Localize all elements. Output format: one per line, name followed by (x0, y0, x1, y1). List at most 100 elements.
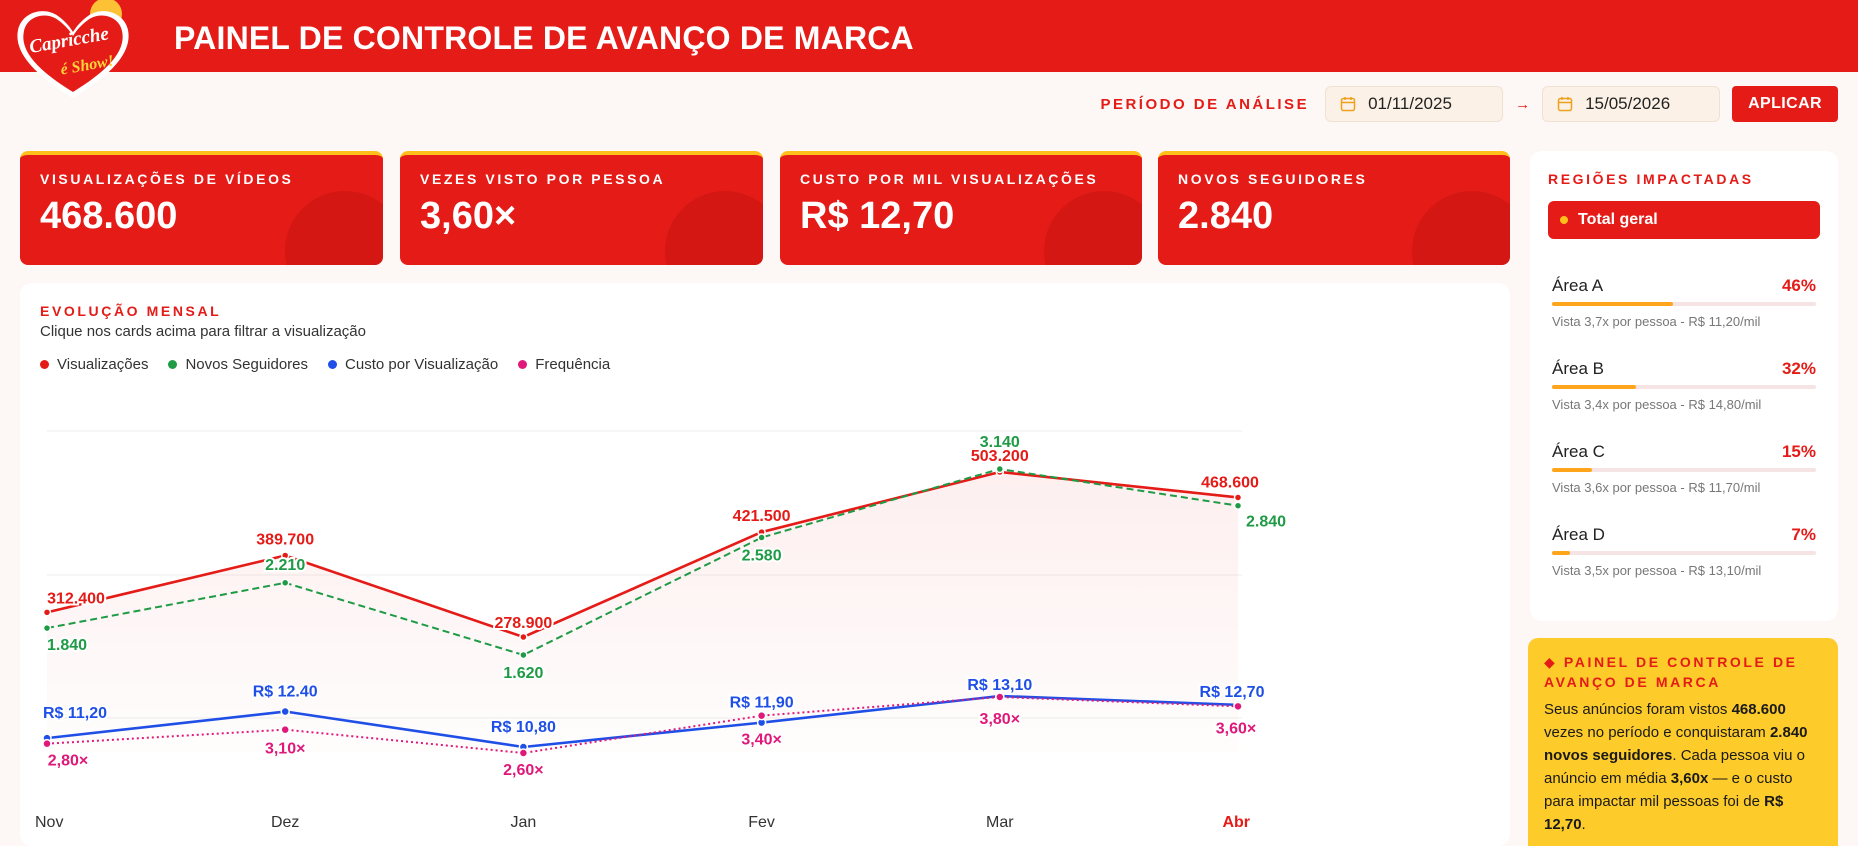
legend-dot (168, 360, 178, 369)
data-label: R$ 13,10 (967, 677, 1032, 694)
card-decoration (1044, 191, 1142, 265)
region-item-a[interactable]: Área A 46% Vista 3,7x por pessoa - R$ 11… (1552, 276, 1816, 346)
data-point (42, 608, 52, 617)
apply-button[interactable]: APLICAR (1732, 86, 1838, 122)
bullet-icon (1560, 216, 1568, 224)
kpi-value: R$ 12,70 (800, 195, 955, 237)
data-label: 1.620 (503, 665, 543, 682)
legend-label: Custo por Visualização (345, 356, 499, 373)
period-label: PERÍODO DE ANÁLISE (1100, 95, 1310, 113)
legend-item[interactable]: Custo por Visualização (328, 356, 498, 373)
data-label: R$ 12.40 (253, 684, 318, 701)
data-label: 421.500 (733, 508, 791, 525)
data-point (995, 692, 1005, 702)
x-axis-tick-label: Abr (1222, 814, 1250, 831)
kpi-card-visualizacoes[interactable]: VISUALIZAÇÕES DE VÍDEOS 468.600 (20, 151, 383, 265)
region-name: Área D (1552, 525, 1605, 544)
kpi-value: 2.840 (1178, 195, 1274, 237)
data-point (518, 748, 529, 758)
total-geral-button[interactable]: Total geral (1548, 201, 1820, 239)
region-item-d[interactable]: Área D 7% Vista 3,5x por pessoa - R$ 13,… (1552, 525, 1816, 595)
data-point (519, 650, 528, 660)
summary-text: Seus anúncios foram vistos 468.600 vezes… (1544, 701, 1808, 833)
chart-legend: Visualizações Novos Seguidores Custo por… (40, 356, 630, 373)
x-axis-tick-label: Mar (986, 814, 1014, 831)
summary-panel: ◆ PAINEL DE CONTROLE DE AVANÇO DE MARCA … (1528, 638, 1838, 846)
period-filter: PERÍODO DE ANÁLISE 01/11/2025 → 15/05/20… (1100, 86, 1838, 122)
app-header: Capricche é Show! PAINEL DE CONTROLE DE … (0, 0, 1858, 98)
regions-panel: REGIÕES IMPACTADAS Total geral Área A 46… (1530, 151, 1838, 621)
views-area (47, 472, 1238, 753)
region-progress (1552, 468, 1816, 472)
data-label: R$ 12,70 (1200, 684, 1265, 701)
data-point (280, 724, 290, 735)
data-label: 2,60× (503, 762, 543, 779)
region-note: Vista 3,6x por pessoa - R$ 11,70/mil (1552, 480, 1761, 495)
series-line-2 (46, 694, 1239, 749)
data-label: 3.140 (980, 434, 1020, 451)
data-label: 3,10× (265, 741, 305, 758)
end-date-input[interactable]: 15/05/2026 (1542, 86, 1721, 122)
data-point (42, 623, 52, 633)
region-progress-fill (1552, 551, 1571, 555)
kpi-label: VISUALIZAÇÕES DE VÍDEOS (40, 171, 294, 187)
legend-label: Visualizações (57, 356, 149, 373)
data-point (42, 738, 52, 749)
legend-item[interactable]: Frequência (518, 356, 610, 373)
region-percent: 7% (1791, 525, 1816, 544)
kpi-label: NOVOS SEGUIDORES (1178, 171, 1368, 187)
chart-subtitle: Clique nos cards acima para filtrar a vi… (40, 323, 366, 340)
data-label: 3,60× (1216, 720, 1256, 737)
data-point (1233, 493, 1243, 502)
data-label: 3,40× (741, 732, 781, 749)
region-item-b[interactable]: Área B 32% Vista 3,4x por pessoa - R$ 14… (1552, 359, 1816, 429)
region-progress-fill (1552, 385, 1637, 389)
total-label: Total geral (1578, 211, 1658, 228)
data-label: R$ 11,90 (730, 695, 794, 712)
data-point (280, 706, 290, 717)
data-point (995, 464, 1005, 474)
region-progress (1552, 551, 1816, 555)
data-label: R$ 11,20 (43, 705, 107, 722)
region-item-c[interactable]: Área C 15% Vista 3,6x por pessoa - R$ 11… (1552, 442, 1816, 512)
legend-dot (328, 360, 338, 369)
x-axis-tick-label: Nov (35, 814, 63, 831)
calendar-icon (1340, 97, 1356, 112)
x-axis-tick-label: Dez (271, 814, 299, 831)
region-percent: 15% (1781, 442, 1816, 461)
series-line-0 (46, 470, 1239, 639)
monthly-evolution-panel: 312.400 389.700 278.900 421.500 503.200 468.6… (20, 283, 1510, 846)
region-progress (1552, 302, 1816, 306)
card-decoration (1412, 191, 1510, 265)
kpi-card-seguidores[interactable]: NOVOS SEGUIDORES 2.840 (1158, 151, 1510, 265)
kpi-card-frequencia[interactable]: VEZES VISTO POR PESSOA 3,60× (400, 151, 763, 265)
page-title: PAINEL DE CONTROLE DE AVANÇO DE MARCA (174, 20, 914, 56)
calendar-icon (1557, 97, 1573, 112)
start-date-value: 01/11/2025 (1368, 94, 1452, 113)
region-name: Área A (1552, 276, 1604, 295)
arrow-right-icon: → (1515, 95, 1531, 113)
data-label: 2.840 (1246, 514, 1286, 531)
legend-item[interactable]: Novos Seguidores (168, 356, 308, 373)
data-point (280, 578, 290, 588)
data-label: 2.580 (742, 548, 782, 565)
region-percent: 46% (1781, 276, 1816, 295)
data-label: 503.200 (971, 448, 1029, 465)
card-decoration (665, 191, 763, 265)
data-label: 2.210 (265, 557, 305, 574)
region-note: Vista 3,4x por pessoa - R$ 14,80/mil (1552, 397, 1762, 412)
data-label: 389.700 (256, 531, 314, 548)
card-decoration (285, 191, 383, 265)
region-note: Vista 3,5x por pessoa - R$ 13,10/mil (1552, 563, 1762, 578)
data-label: 312.400 (47, 590, 105, 607)
kpi-card-custo[interactable]: CUSTO POR MIL VISUALIZAÇÕES R$ 12,70 (780, 151, 1142, 265)
kpi-label: VEZES VISTO POR PESSOA (420, 171, 666, 187)
start-date-input[interactable]: 01/11/2025 (1325, 86, 1504, 122)
series-line-1 (46, 468, 1239, 656)
legend-item[interactable]: Visualizações (40, 356, 148, 373)
summary-title: ◆ PAINEL DE CONTROLE DE AVANÇO DE MARCA (1544, 654, 1798, 690)
region-progress-fill (1552, 302, 1674, 306)
region-name: Área B (1552, 359, 1604, 378)
data-label: R$ 10,80 (491, 719, 556, 736)
end-date-value: 15/05/2026 (1585, 94, 1671, 113)
